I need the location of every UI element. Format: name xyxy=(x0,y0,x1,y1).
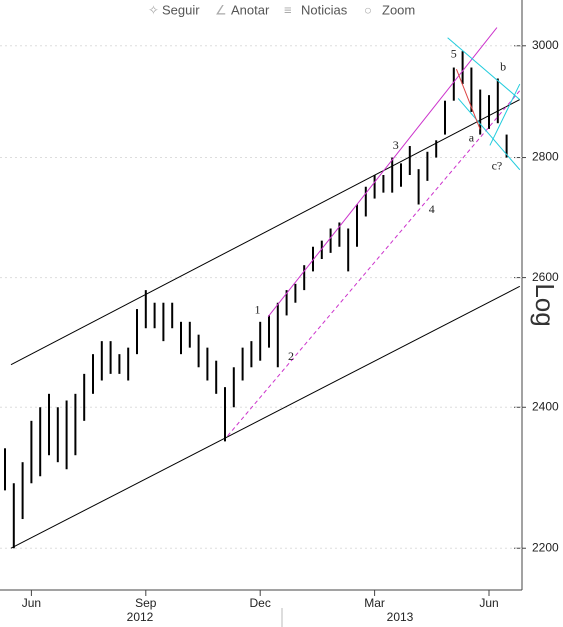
y-tick-label: 2800 xyxy=(532,150,559,164)
x-tick-label: Mar xyxy=(364,596,385,610)
wave-label: b xyxy=(500,59,506,73)
x-tick-label: Dec xyxy=(250,596,271,610)
year-label: 2013 xyxy=(387,610,414,624)
toolbar-icon: ○ xyxy=(364,2,372,17)
toolbar-button[interactable]: Anotar xyxy=(231,2,270,17)
y-tick-label: 2400 xyxy=(532,399,559,413)
wave-label: 4 xyxy=(429,202,435,216)
toolbar-icon: ∠ xyxy=(215,2,227,17)
x-tick-label: Sep xyxy=(135,596,157,610)
x-tick-label: Jun xyxy=(479,596,498,610)
trend-line xyxy=(455,68,481,130)
toolbar-button[interactable]: Noticias xyxy=(301,2,348,17)
wave-label: 3 xyxy=(393,138,399,152)
y-axis-label: Log xyxy=(530,283,560,326)
trend-line xyxy=(227,90,521,437)
wave-label: 1 xyxy=(255,303,261,317)
y-tick-label: 3000 xyxy=(532,38,559,52)
y-tick-label: 2200 xyxy=(532,540,559,554)
trend-line xyxy=(447,37,521,100)
trend-line xyxy=(10,99,521,366)
wave-label: a xyxy=(469,130,475,144)
trend-line xyxy=(489,83,521,146)
trend-line xyxy=(267,27,498,318)
year-label: 2012 xyxy=(127,610,154,624)
x-tick-label: Jun xyxy=(22,596,41,610)
toolbar-icon: ≡ xyxy=(284,2,292,17)
toolbar-icon: ✧ xyxy=(148,2,159,17)
y-tick-label: 2600 xyxy=(532,270,559,284)
wave-label: c? xyxy=(492,159,503,173)
toolbar: ✧ Seguir ∠ Anotar ≡ Noticias ○ Zoom xyxy=(148,2,415,17)
trend-line xyxy=(457,98,521,171)
trend-line xyxy=(10,285,521,549)
wave-label: 5 xyxy=(451,47,457,61)
toolbar-button[interactable]: Zoom xyxy=(382,2,415,17)
wave-label: 2 xyxy=(288,349,294,363)
toolbar-button[interactable]: Seguir xyxy=(162,2,200,17)
